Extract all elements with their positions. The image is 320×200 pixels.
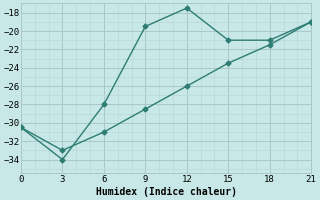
X-axis label: Humidex (Indice chaleur): Humidex (Indice chaleur) <box>96 186 236 197</box>
